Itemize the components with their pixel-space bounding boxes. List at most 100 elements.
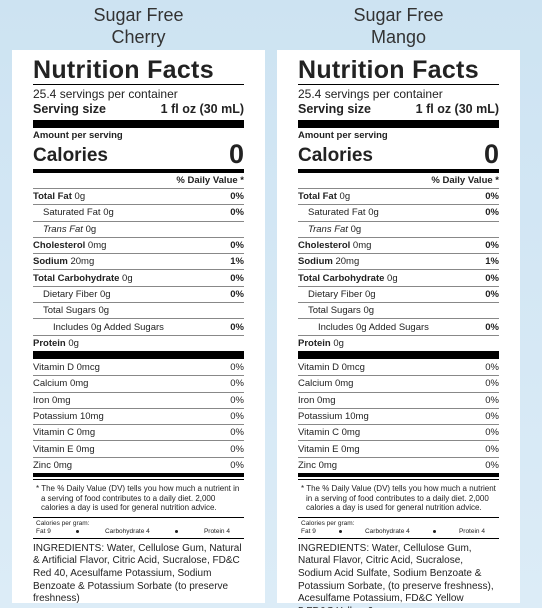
nutrient-name: Total Fat (298, 191, 337, 203)
nutrient-dv: 0% (485, 240, 499, 252)
nutrient-name: Trans Fat (43, 223, 83, 235)
cpg-item: Protein 4 (203, 527, 230, 535)
bullet (76, 530, 80, 534)
vitamin-name: Vitamin C 0mg (33, 427, 96, 439)
medium-rule (33, 169, 244, 173)
calories: Calories 0 (33, 139, 244, 169)
nutrient-name: Total Fat (33, 191, 72, 203)
bullet (432, 530, 436, 534)
nutrient-row: Trans Fat 0g (33, 220, 244, 237)
vitamin-row: Potassium 10mg 0% (298, 407, 499, 424)
vitamin-row: Calcium 0mg 0% (33, 375, 244, 391)
nutrient-amount: 0g (363, 305, 375, 317)
nutrient: Saturated Fat 0g (43, 207, 114, 218)
vitamin-row: Vitamin D 0mcg 0% (33, 359, 244, 375)
vitamin-name: Vitamin E 0mg (33, 443, 95, 455)
heading: Nutrition Facts (298, 56, 499, 85)
nutrient: Total Fat 0g (33, 191, 85, 202)
cpg-items: Fat 9 Carbohydrate 4 Protein 4 (301, 528, 499, 536)
cpg-item: Fat 9 (36, 527, 51, 535)
vitamin-dv: 0% (485, 411, 499, 422)
vitamin-dv: 0% (485, 459, 499, 471)
nutrient-row: Protein 0g (33, 334, 244, 351)
amount-per-serving: Amount per serving (33, 130, 123, 141)
calories: Calories 0 (298, 139, 499, 169)
vitamin-dv: 0% (485, 361, 499, 373)
nutrient-row: Dietary Fiber 0g 0% (33, 285, 244, 302)
medium-rule (298, 169, 499, 173)
serving-size-label: Serving size (298, 102, 371, 116)
title-line: Sugar Free (93, 5, 184, 25)
footnote: * The % Daily Value (DV) tells you how m… (298, 479, 499, 517)
nutrient-amount: 0g (333, 337, 344, 349)
vitamin-row: Iron 0mg 0% (298, 391, 499, 408)
vitamin-row: Zinc 0mg 0% (33, 456, 244, 473)
nutrient-amount: 0g (103, 207, 114, 219)
nutrient: Sodium 20mg (298, 256, 359, 267)
calories-value: 0 (228, 139, 244, 169)
medium-rule (33, 473, 244, 478)
nutrient-name: Saturated Fat (308, 207, 366, 219)
vitamin-dv: 0% (230, 394, 244, 406)
nutrient-amount: 0mg (87, 240, 107, 252)
servings: 25.4 servings per container (298, 87, 443, 101)
nutrient-amount: 0g (122, 272, 133, 284)
bullet (175, 530, 179, 534)
footnote: * The % Daily Value (DV) tells you how m… (33, 479, 244, 517)
bullet (338, 530, 342, 534)
nutrient-row: Includes 0g Added Sugars 0% (33, 318, 244, 334)
cpg-item: Protein 4 (458, 527, 485, 535)
nutrient: Dietary Fiber 0g (43, 289, 111, 300)
heading: Nutrition Facts (33, 56, 244, 85)
nutrient-amount: 0g (85, 223, 97, 235)
nutrient-amount: 20mg (335, 256, 360, 268)
nutrient-name: Trans Fat (308, 223, 348, 235)
nutrient-amount: 0g (74, 191, 86, 203)
nutrient-name: Sodium (33, 256, 68, 268)
title-line: Sugar Free (353, 5, 444, 25)
nutrient-row: Dietary Fiber 0g 0% (298, 285, 499, 302)
nutrient-row: Total Sugars 0g (298, 302, 499, 318)
nutrient-row: Protein 0g (298, 334, 499, 351)
nutrient: Total Fat 0g (298, 191, 350, 202)
nutrient-amount: 0g (350, 223, 362, 235)
vitamin-row: Calcium 0mg 0% (298, 375, 499, 391)
nutrient-row: Includes 0g Added Sugars 0% (298, 318, 499, 334)
nutrient-name: Cholesterol (33, 240, 86, 252)
calories-label: Calories (298, 145, 373, 166)
nutrient-dv: 0% (485, 321, 499, 333)
nutrient-dv: 0% (230, 272, 244, 284)
nutrient-dv: 1% (230, 256, 244, 268)
nutrient-name: Sodium (298, 256, 333, 268)
nutrient-name: Cholesterol (298, 240, 351, 252)
vitamin-name: Calcium 0mg (33, 378, 89, 390)
product-title: Sugar Free Mango (277, 0, 520, 50)
nutrient: Total Sugars 0g (43, 305, 109, 316)
nutrient-amount: 0g (339, 191, 351, 203)
vitamin-name: Vitamin C 0mg (298, 427, 361, 439)
thick-rule (33, 350, 244, 359)
vitamin-name: Zinc 0mg (33, 459, 73, 471)
nutrient: Cholesterol 0mg (33, 240, 106, 251)
calories-value: 0 (483, 139, 499, 169)
nutrient-name: Dietary Fiber (308, 288, 363, 300)
nutrient-row: Total Fat 0g 0% (298, 188, 499, 204)
nutrient-amount: 0g (98, 305, 110, 317)
nutrient-name: Total Carbohydrate (298, 272, 385, 284)
vitamin-dv: 0% (485, 443, 499, 455)
nutrient-amount: 20mg (70, 256, 95, 268)
vitamin-row: Vitamin C 0mg 0% (298, 424, 499, 440)
vitamin-row: Potassium 10mg 0% (33, 407, 244, 424)
cpg-item: Carbohydrate 4 (364, 527, 410, 535)
cpg-item: Fat 9 (301, 527, 316, 535)
nutrient-name: Protein (33, 337, 66, 349)
nutrient-dv: 0% (485, 207, 499, 219)
vitamin-dv: 0% (230, 459, 244, 471)
nutrient-row: Saturated Fat 0g 0% (298, 204, 499, 220)
nutrient-row: Total Fat 0g 0% (33, 188, 244, 204)
nutrient: Cholesterol 0mg (298, 240, 371, 251)
nutrient: Protein 0g (298, 338, 344, 349)
label-column: Sugar Free Cherry Nutrition Facts 25.4 serv… (12, 0, 265, 604)
nutrient: Sodium 20mg (33, 256, 94, 267)
nutrient-name: Dietary Fiber (43, 288, 98, 300)
